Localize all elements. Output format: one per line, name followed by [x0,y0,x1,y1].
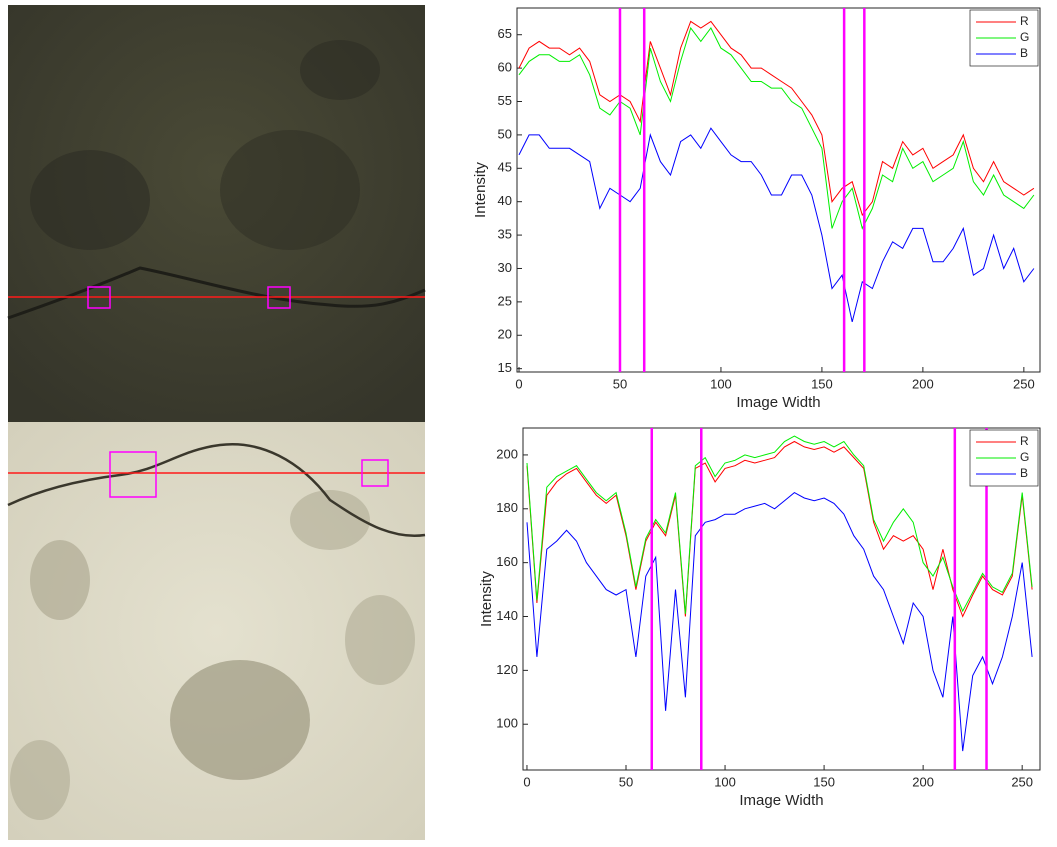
y-tick-label: 50 [498,126,512,141]
series-line [526,440,1033,618]
series-line [518,127,1035,323]
series-line [518,20,1035,217]
x-tick-label: 250 [1011,774,1033,789]
legend-label: R [1020,434,1029,448]
y-tick-label: 160 [496,554,518,569]
series-line [526,435,1033,614]
legend-label: B [1020,466,1028,480]
plot-area [516,7,1041,373]
x-tick-label: 0 [515,376,522,391]
y-axis-label: Intensity [472,162,489,218]
series-line [518,26,1035,230]
legend-label: R [1020,14,1029,28]
x-tick-label: 200 [912,376,934,391]
legend-label: G [1020,450,1029,464]
x-tick-label: 50 [619,774,633,789]
y-tick-label: 200 [496,446,518,461]
x-axis-label: Image Width [736,394,820,411]
y-tick-label: 35 [498,227,512,242]
y-tick-label: 15 [498,360,512,375]
x-axis-label: Image Width [739,792,823,809]
x-tick-label: 250 [1013,376,1035,391]
x-tick-label: 150 [811,376,833,391]
y-tick-label: 120 [496,662,518,677]
photo-top [7,5,426,422]
y-tick-label: 65 [498,26,512,41]
y-tick-label: 40 [498,193,512,208]
photo-bottom [7,422,426,840]
x-tick-label: 100 [710,376,732,391]
y-tick-label: 100 [496,716,518,731]
series-line [526,491,1033,752]
y-tick-label: 25 [498,293,512,308]
x-tick-label: 150 [813,774,835,789]
y-tick-label: 180 [496,500,518,515]
y-tick-label: 30 [498,260,512,275]
y-tick-label: 45 [498,160,512,175]
y-tick-label: 55 [498,93,512,108]
x-tick-label: 200 [912,774,934,789]
x-tick-label: 0 [523,774,530,789]
plot-area [522,427,1041,771]
y-axis-label: Intensity [478,571,495,627]
legend-label: G [1020,30,1029,44]
legend-label: B [1020,46,1028,60]
x-tick-label: 100 [714,774,736,789]
x-tick-label: 50 [613,376,627,391]
y-tick-label: 20 [498,327,512,342]
y-tick-label: 140 [496,608,518,623]
y-tick-label: 60 [498,60,512,75]
